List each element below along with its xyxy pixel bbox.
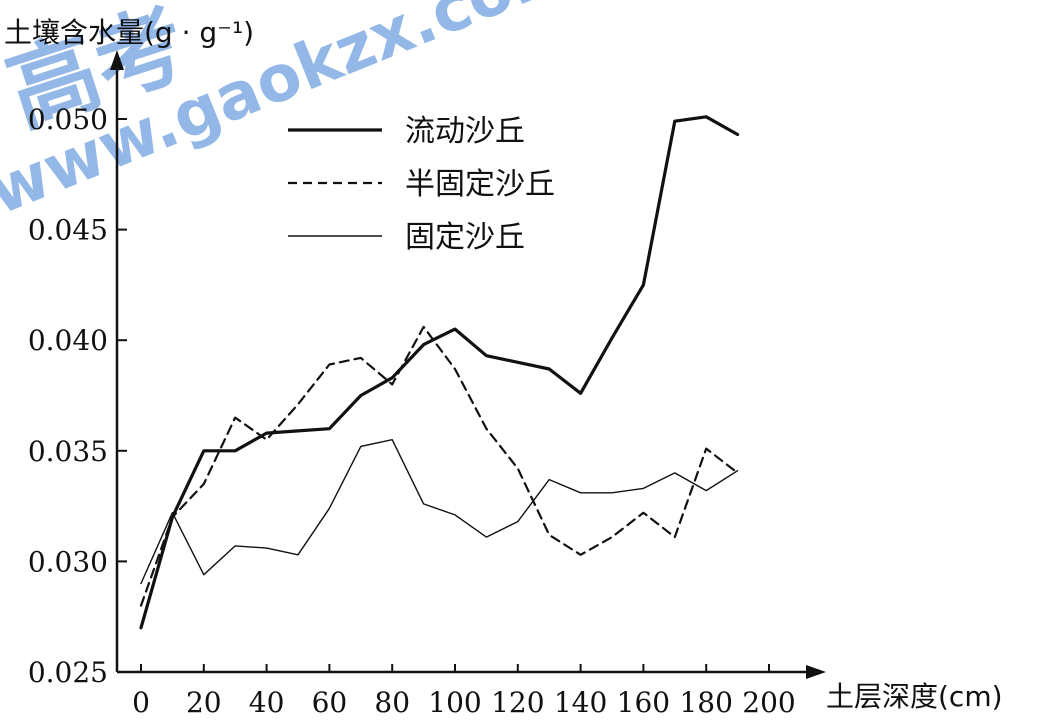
x-tick-label: 100 [428,686,481,719]
x-tick-label: 80 [374,686,410,719]
series-line-2 [140,439,739,585]
axes [110,50,826,679]
x-ticks: 0 20 40 60 80 100 120 140 160 180 200 [132,664,796,719]
x-tick-label: 40 [249,686,285,719]
y-tick-label: 0.040 [28,324,108,357]
x-tick-label: 180 [679,686,732,719]
series-layer [139,115,740,630]
series-line-0 [139,115,740,630]
x-axis-arrow [806,665,826,679]
legend-label: 流动沙丘 [405,114,525,149]
x-tick-label: 0 [132,686,150,719]
x-tick-label: 160 [617,686,670,719]
y-axis-arrow [110,50,124,70]
y-ticks: 0.025 0.030 0.035 0.040 0.045 0.050 [28,103,127,689]
y-tick-label: 0.035 [28,435,108,468]
x-tick-label: 140 [554,686,607,719]
x-tick-label: 200 [742,686,795,719]
x-tick-label: 20 [186,686,222,719]
y-tick-label: 0.025 [28,656,108,689]
y-tick-label: 0.045 [28,214,108,247]
series-line-1 [139,325,739,607]
y-tick-label: 0.050 [28,103,108,136]
y-tick-label: 0.030 [28,545,108,578]
x-tick-label: 60 [312,686,348,719]
x-axis-title: 土层深度(cm) [826,680,1003,713]
y-axis-title: 土壤含水量(g · g⁻¹) [4,16,254,49]
legend-label: 固定沙丘 [405,220,525,255]
legend-label: 半固定沙丘 [405,167,555,202]
x-tick-label: 120 [491,686,544,719]
